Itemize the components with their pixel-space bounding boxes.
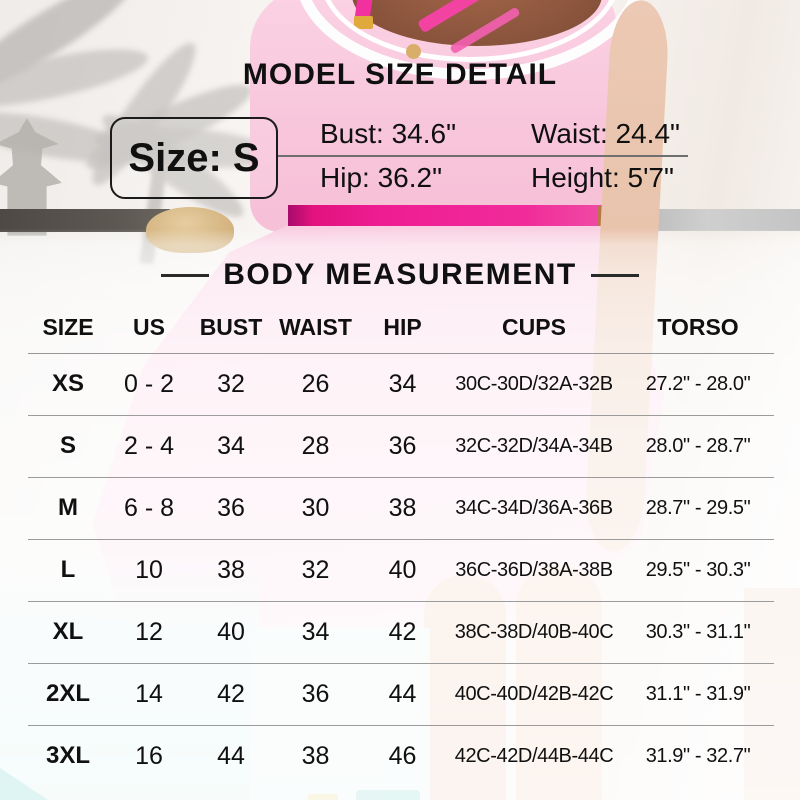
table-cell: 40 <box>190 601 272 664</box>
table-cell: 38C-38D/40B-40C <box>446 601 622 664</box>
table-cell: 30.3" - 31.1" <box>622 601 774 664</box>
size-label: XL <box>28 601 108 664</box>
table-cell: 12 <box>108 601 190 664</box>
model-size-detail-title: MODEL SIZE DETAIL <box>242 58 558 91</box>
table-cell: 38 <box>190 539 272 602</box>
header-bust: BUST <box>190 303 272 354</box>
table-cell: 34 <box>359 353 446 416</box>
table-cell: 31.9" - 32.7" <box>645 744 751 767</box>
table-cell: 6 - 8 <box>108 477 190 540</box>
table-cell: 38 <box>301 741 330 770</box>
table-cell: 34 <box>190 415 272 478</box>
table-cell: 42C-42D/44B-44C <box>454 744 614 767</box>
table-cell: 44 <box>217 741 245 770</box>
heading-dash-right <box>590 273 639 277</box>
table-cell: 32C-32D/34A-34B <box>446 415 622 478</box>
table-cell: 36 <box>272 663 359 726</box>
header-torso: TORSO <box>622 303 774 354</box>
table-cell: 34C-34D/36A-36B <box>446 477 622 540</box>
size-label: S <box>28 415 108 478</box>
table-row-m: M 6 - 8 36 30 38 34C-34D/36A-36B 28.7" -… <box>28 477 774 540</box>
table-cell: 32 <box>272 539 359 602</box>
table-cell: 30 <box>272 477 359 540</box>
table-cell: 36 <box>190 477 272 540</box>
body-measurement-title: BODY MEASUREMENT <box>223 258 577 291</box>
table-cell: 29.5" - 30.3" <box>622 539 774 602</box>
table-cell: 28 <box>272 415 359 478</box>
heading-dash-left <box>161 273 210 277</box>
table-cell: 0 - 2 <box>108 353 190 416</box>
size-label: XS <box>28 353 108 416</box>
table-cell: 27.2" - 28.0" <box>622 353 774 416</box>
table-cell: 36 <box>359 415 446 478</box>
header-us: US <box>108 303 190 354</box>
table-cell: 42 <box>190 663 272 726</box>
header-hip: HIP <box>359 303 446 354</box>
table-cell: 32 <box>190 353 272 416</box>
table-cell: 2 - 4 <box>108 415 190 478</box>
table-cell: 30C-30D/32A-32B <box>446 353 622 416</box>
table-row-s: S 2 - 4 34 28 36 32C-32D/34A-34B 28.0" -… <box>28 415 774 478</box>
table-cell: 28.7" - 29.5" <box>622 477 774 540</box>
table-cell: 28.0" - 28.7" <box>622 415 774 478</box>
size-label: 3XL <box>45 742 90 770</box>
table-cell: 40C-40D/42B-42C <box>446 663 622 726</box>
table-cell: 16 <box>135 741 163 770</box>
table-cell: 34 <box>272 601 359 664</box>
size-badge: Size: S <box>110 117 278 199</box>
table-row-3xl: 3XL 16 44 38 46 42C-42D/44B-44C 31.9" - … <box>28 725 774 787</box>
header-cups: CUPS <box>446 303 622 354</box>
table-row-l: L 10 38 32 40 36C-36D/38A-38B 29.5" - 30… <box>28 539 774 602</box>
model-bust-stat: Bust: 34.6" <box>320 118 457 149</box>
table-cell: 10 <box>108 539 190 602</box>
body-measurement-heading: BODY MEASUREMENT <box>0 258 800 292</box>
size-label: L <box>28 539 108 602</box>
table-cell: 40 <box>359 539 446 602</box>
table-header-row: SIZE US BUST WAIST HIP CUPS TORSO <box>28 303 774 354</box>
stats-divider-line <box>278 155 688 157</box>
model-hip-stat: Hip: 36.2" <box>320 162 443 193</box>
table-row-2xl: 2XL 14 42 36 44 40C-40D/42B-42C 31.1" - … <box>28 663 774 726</box>
header-waist: WAIST <box>272 303 359 354</box>
table-cell: 42 <box>359 601 446 664</box>
size-table: SIZE US BUST WAIST HIP CUPS TORSO XS 0 -… <box>28 303 774 787</box>
table-cell: 36C-36D/38A-38B <box>446 539 622 602</box>
table-cell: 14 <box>108 663 190 726</box>
table-row-xl: XL 12 40 34 42 38C-38D/40B-40C 30.3" - 3… <box>28 601 774 664</box>
table-cell: 44 <box>359 663 446 726</box>
model-height-stat: Height: 5'7" <box>531 162 674 193</box>
table-cell: 26 <box>272 353 359 416</box>
table-cell: 31.1" - 31.9" <box>622 663 774 726</box>
header-size: SIZE <box>28 303 108 354</box>
table-cell: 38 <box>359 477 446 540</box>
size-label: M <box>28 477 108 540</box>
model-waist-stat: Waist: 24.4" <box>531 118 680 149</box>
table-cell: 46 <box>388 741 417 770</box>
table-row-xs: XS 0 - 2 32 26 34 30C-30D/32A-32B 27.2" … <box>28 353 774 416</box>
size-label: 2XL <box>28 663 108 726</box>
